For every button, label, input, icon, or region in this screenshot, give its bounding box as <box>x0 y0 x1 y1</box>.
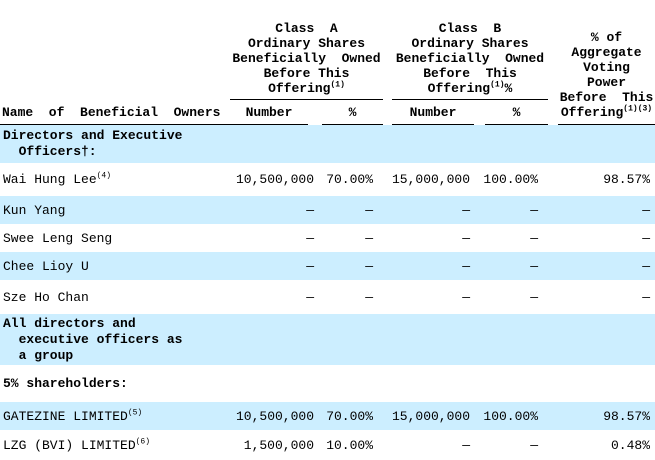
voting-power-value: 98.57% <box>603 172 650 187</box>
row-swee-leng-seng: Swee Leng Seng — — — — — <box>0 224 655 252</box>
row-sze-ho-chan: Sze Ho Chan — — — — — <box>0 280 655 314</box>
header-gap <box>383 0 392 125</box>
class-a-number-value: 1,500,000 <box>243 437 314 453</box>
owner-name: GATEZINE LIMITED <box>3 408 128 424</box>
row-5-percent-shareholders-section: 5% shareholders: <box>0 365 655 402</box>
voting-power-value: 98.57% <box>603 408 650 424</box>
class-a-number-value: — <box>306 230 314 246</box>
class-b-percent-value: — <box>530 289 538 305</box>
section-title: All directors and <box>3 315 136 331</box>
class-b-number-value: — <box>462 437 470 453</box>
voting-power-value: — <box>642 258 650 274</box>
owner-name: Kun Yang <box>3 202 66 218</box>
class-b-number-value: — <box>462 258 470 274</box>
class-a-percent-header: % <box>322 105 383 125</box>
footnote-marker: (1) <box>490 80 505 90</box>
class-b-number-value: 15,000,000 <box>391 172 470 187</box>
footnote-marker: (4) <box>96 171 112 181</box>
column-header-name-of-beneficial-owners: Name of Beneficial Owners <box>0 0 230 125</box>
class-a-number-header: Number <box>230 105 308 125</box>
row-gatezine-limited: GATEZINE LIMITED(5) 10,500,000 70.00% 15… <box>0 402 655 430</box>
class-a-number-value: — <box>306 258 314 274</box>
class-b-number-value: 15,000,000 <box>391 408 470 424</box>
class-a-number-value: — <box>306 289 314 305</box>
voting-power-value: — <box>642 230 650 246</box>
header-gap <box>548 0 558 125</box>
row-kun-yang: Kun Yang — — — — — <box>0 196 655 224</box>
footnote-marker: (1)(3) <box>623 104 653 114</box>
class-b-number-value: — <box>462 230 470 246</box>
table-header: Name of Beneficial Owners Class A Ordina… <box>0 0 655 125</box>
class-b-group-label: Class B Ordinary Shares Beneficially Own… <box>392 21 548 100</box>
owner-name: Sze Ho Chan <box>3 289 89 305</box>
name-column-label: Name of Beneficial Owners <box>2 105 221 120</box>
footnote-marker: (5) <box>127 408 143 418</box>
class-a-percent-value: — <box>365 230 373 246</box>
owner-name: Wai Hung Lee <box>3 172 97 187</box>
class-b-percent-value: 100.00% <box>483 408 538 424</box>
owner-name: Chee Lioy U <box>3 258 89 274</box>
row-all-directors-group-section: All directors and executive officers as … <box>0 314 655 365</box>
class-b-percent-value: — <box>530 437 538 453</box>
class-a-percent-value: 70.00% <box>326 172 373 187</box>
voting-power-value: 0.48% <box>610 437 650 453</box>
class-b-percent-value: — <box>530 258 538 274</box>
section-title: 5% shareholders: <box>3 375 128 391</box>
owner-name: LZG (BVI) LIMITED <box>3 437 136 453</box>
class-b-number-value: — <box>462 289 470 305</box>
row-directors-and-executive-officers-section: Directors and Executive Officers†: <box>0 125 655 163</box>
class-a-percent-value: — <box>365 258 373 274</box>
column-group-class-a: Class A Ordinary Shares Beneficially Own… <box>230 0 383 125</box>
row-lzg-bvi-limited: LZG (BVI) LIMITED(6) 1,500,000 10.00% — … <box>0 430 655 460</box>
class-a-group-label: Class A Ordinary Shares Beneficially Own… <box>230 21 383 100</box>
voting-power-value: — <box>642 202 650 218</box>
class-a-percent-value: — <box>365 202 373 218</box>
class-b-number-value: — <box>462 202 470 218</box>
class-a-percent-value: 70.00% <box>326 408 373 424</box>
class-a-number-value: — <box>306 202 314 218</box>
class-b-percent-value: 100.00% <box>483 172 538 187</box>
class-a-percent-value: — <box>365 289 373 305</box>
class-a-percent-value: 10.00% <box>326 437 373 453</box>
class-b-number-header: Number <box>392 105 474 125</box>
footnote-marker: (6) <box>135 437 151 447</box>
class-a-number-value: 10,500,000 <box>235 172 314 187</box>
voting-power-value: — <box>642 289 650 305</box>
column-group-class-b: Class B Ordinary Shares Beneficially Own… <box>392 0 548 125</box>
class-b-percent-header: % <box>485 105 548 125</box>
owner-name: Swee Leng Seng <box>3 230 113 246</box>
class-a-number-value: 10,500,000 <box>235 408 314 424</box>
class-b-percent-value: — <box>530 230 538 246</box>
class-b-percent-value: — <box>530 202 538 218</box>
section-title: Directors and Executive <box>3 128 183 143</box>
row-chee-lioy-u: Chee Lioy U — — — — — <box>0 252 655 280</box>
column-header-voting-power: % of Aggregate Voting Power Before This … <box>558 0 655 125</box>
row-wai-hung-lee: Wai Hung Lee(4) 10,500,000 70.00% 15,000… <box>0 163 655 196</box>
footnote-marker: (1) <box>330 80 345 90</box>
